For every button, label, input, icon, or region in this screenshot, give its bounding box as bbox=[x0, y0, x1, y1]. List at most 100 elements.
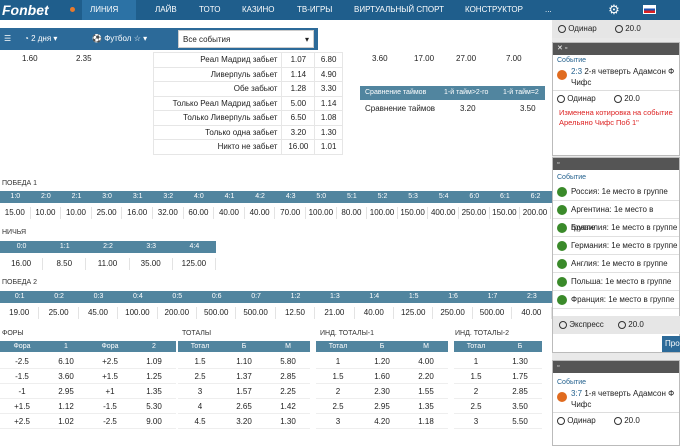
odd[interactable]: 3.60 bbox=[372, 54, 388, 63]
odd[interactable]: +1.5 bbox=[14, 402, 30, 411]
odd[interactable]: +1.5 bbox=[102, 372, 118, 381]
odd[interactable]: 1.5 bbox=[194, 357, 206, 366]
odd[interactable]: 40.00 bbox=[214, 207, 245, 219]
odd[interactable]: 4.5 bbox=[194, 417, 206, 426]
odd[interactable]: 25.00 bbox=[39, 307, 79, 319]
nav-constructor[interactable]: КОНСТРУКТОР bbox=[465, 5, 523, 14]
odd[interactable]: 2.35 bbox=[76, 54, 92, 63]
radio-icon[interactable] bbox=[557, 416, 565, 425]
odd[interactable]: 3.50 bbox=[520, 104, 536, 113]
odd[interactable]: 1.60 bbox=[22, 54, 38, 63]
odd[interactable]: 250.00 bbox=[433, 307, 473, 319]
odd[interactable]: 3 bbox=[335, 417, 341, 426]
radio-icon[interactable] bbox=[557, 94, 565, 103]
odd[interactable]: 11.00 bbox=[86, 258, 130, 270]
odd[interactable]: 2.5 bbox=[194, 372, 206, 381]
odd[interactable]: 25.00 bbox=[92, 207, 123, 219]
odd[interactable]: 1.30 bbox=[512, 357, 528, 366]
odd[interactable]: 19.00 bbox=[0, 307, 40, 319]
nav-toto[interactable]: ТОТО bbox=[199, 5, 221, 14]
odd[interactable]: 100.00 bbox=[367, 207, 398, 219]
nav-tv-games[interactable]: ТВ-ИГРЫ bbox=[297, 5, 333, 14]
odd[interactable]: 1 bbox=[335, 357, 341, 366]
odd[interactable]: 4.90 bbox=[314, 66, 343, 82]
odd[interactable]: 3.30 bbox=[314, 81, 343, 97]
odd[interactable]: -1.5 bbox=[15, 372, 29, 381]
odd[interactable]: 1.30 bbox=[314, 124, 343, 140]
odd[interactable]: 10.00 bbox=[31, 207, 62, 219]
selection-row[interactable]: Бразилия: 1е место в группе bbox=[553, 219, 679, 237]
odd[interactable]: 8.50 bbox=[43, 258, 87, 270]
odd[interactable]: 6.10 bbox=[58, 357, 74, 366]
odd[interactable]: 125.00 bbox=[394, 307, 434, 319]
odd[interactable]: 16.00 bbox=[0, 258, 44, 270]
odd[interactable]: 1.55 bbox=[418, 387, 434, 396]
odd[interactable]: 400.00 bbox=[428, 207, 459, 219]
odd[interactable]: 10.00 bbox=[61, 207, 92, 219]
odd[interactable]: 27.00 bbox=[456, 54, 477, 63]
selection-row[interactable]: 2:3 2-я четверть Адамсон Ф Чифс bbox=[553, 66, 679, 90]
odd[interactable]: 4 bbox=[197, 402, 203, 411]
nav-casino[interactable]: КАЗИНО bbox=[242, 5, 275, 14]
odd[interactable]: 1.25 bbox=[146, 372, 162, 381]
odd[interactable]: 15.00 bbox=[0, 207, 31, 219]
odd[interactable]: 40.00 bbox=[245, 207, 276, 219]
selection-row[interactable]: Англия: 1е место в группе bbox=[553, 255, 679, 273]
gear-icon[interactable]: ⚙ bbox=[608, 2, 620, 17]
odd[interactable]: 3 bbox=[473, 417, 479, 426]
radio-icon[interactable] bbox=[613, 94, 622, 103]
odd[interactable]: 16.00 bbox=[122, 207, 153, 219]
odd[interactable]: 1.30 bbox=[280, 417, 296, 426]
odd[interactable]: 80.00 bbox=[337, 207, 368, 219]
odd[interactable]: +1 bbox=[105, 387, 115, 396]
odd[interactable]: 9.00 bbox=[146, 417, 162, 426]
events-dropdown[interactable]: Все события ▾ bbox=[178, 30, 314, 48]
odd[interactable]: 1.08 bbox=[314, 110, 343, 126]
odd[interactable]: 12.50 bbox=[276, 307, 316, 319]
odd[interactable]: 5.00 bbox=[281, 95, 316, 111]
odd[interactable]: 500.00 bbox=[236, 307, 276, 319]
radio-icon[interactable] bbox=[558, 24, 566, 33]
odd[interactable]: 2 bbox=[473, 387, 479, 396]
odd[interactable]: 3 bbox=[197, 387, 203, 396]
odd[interactable]: 125.00 bbox=[173, 258, 216, 270]
fonbet-logo[interactable]: Fonbet bbox=[2, 2, 49, 18]
nav-live[interactable]: ЛАЙВ bbox=[155, 5, 177, 14]
radio-icon[interactable] bbox=[618, 320, 627, 329]
odd[interactable]: 1.10 bbox=[236, 357, 252, 366]
odd[interactable]: 32.00 bbox=[153, 207, 184, 219]
odd[interactable]: 17.00 bbox=[414, 54, 435, 63]
odd[interactable]: 5.50 bbox=[512, 417, 528, 426]
sport-dropdown[interactable]: ⚽ Футбол ☆ ▾ bbox=[92, 34, 148, 43]
selection-row[interactable]: Аргентина: 1е место в группе bbox=[553, 201, 679, 232]
odd[interactable]: 6.80 bbox=[314, 52, 343, 68]
odd[interactable]: 250.00 bbox=[459, 207, 490, 219]
odd[interactable]: 2.65 bbox=[236, 402, 252, 411]
odd[interactable]: 2.85 bbox=[280, 372, 296, 381]
radio-icon[interactable] bbox=[559, 320, 567, 329]
odd[interactable]: +2.5 bbox=[14, 417, 30, 426]
place-bet-button[interactable]: Про bbox=[662, 336, 680, 352]
odd[interactable]: 1.01 bbox=[314, 139, 343, 155]
odd[interactable]: 1.60 bbox=[374, 372, 390, 381]
odd[interactable]: 4.00 bbox=[418, 357, 434, 366]
odd[interactable]: -1 bbox=[18, 387, 26, 396]
close-icon[interactable]: ✕ bbox=[557, 45, 563, 52]
odd[interactable]: 200.00 bbox=[520, 207, 551, 219]
odd[interactable]: 150.00 bbox=[398, 207, 429, 219]
odd[interactable]: 1.42 bbox=[280, 402, 296, 411]
odd[interactable]: 5.30 bbox=[146, 402, 162, 411]
odd[interactable]: 16.00 bbox=[281, 139, 316, 155]
odd[interactable]: 40.00 bbox=[512, 307, 552, 319]
odd[interactable]: 1.5 bbox=[332, 372, 344, 381]
odd[interactable]: 2.85 bbox=[512, 387, 528, 396]
selection-row[interactable]: Германия: 1е место в группе bbox=[553, 237, 679, 255]
selection-row[interactable]: Франция: 1е место в группе bbox=[553, 291, 679, 309]
radio-icon[interactable] bbox=[614, 24, 623, 33]
odd[interactable]: 40.00 bbox=[355, 307, 394, 319]
odd[interactable]: 200.00 bbox=[158, 307, 197, 319]
odd[interactable]: -1.5 bbox=[103, 402, 117, 411]
odd[interactable]: 1.35 bbox=[418, 402, 434, 411]
odd[interactable]: 2.95 bbox=[374, 402, 390, 411]
odd[interactable]: 2.5 bbox=[470, 402, 482, 411]
